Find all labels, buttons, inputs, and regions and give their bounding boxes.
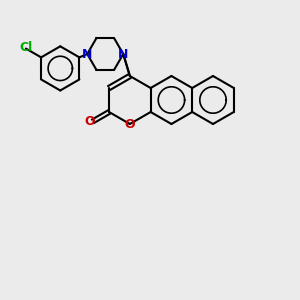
Text: N: N bbox=[82, 47, 92, 61]
Text: Cl: Cl bbox=[19, 41, 32, 54]
Text: O: O bbox=[124, 118, 135, 131]
Text: O: O bbox=[85, 115, 95, 128]
Text: N: N bbox=[118, 47, 128, 61]
